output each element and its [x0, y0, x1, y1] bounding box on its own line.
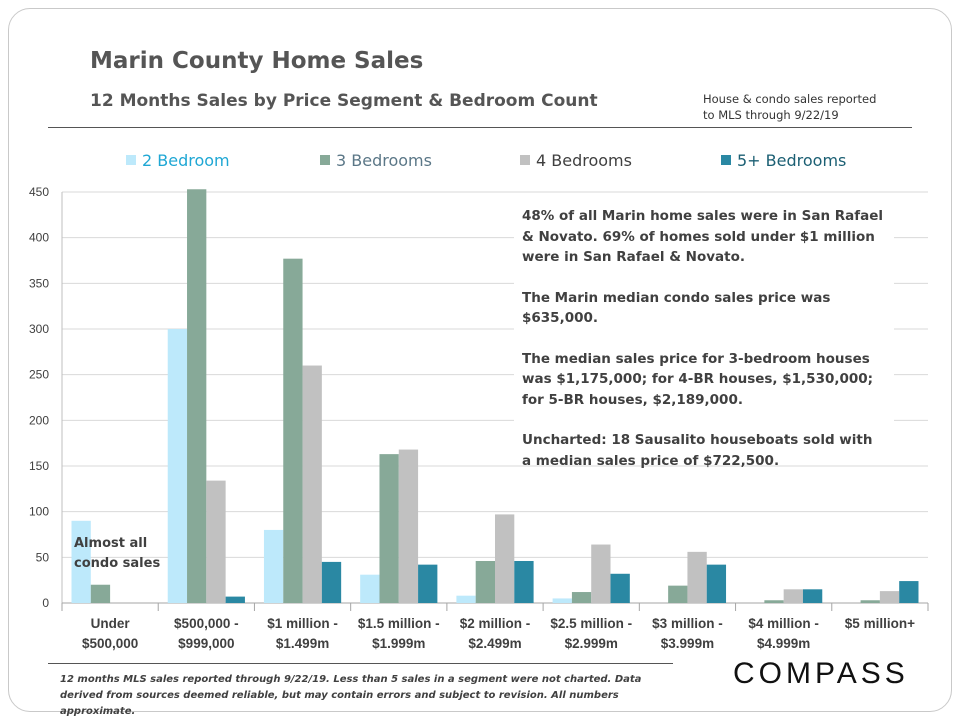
report-note-line2: to MLS through 9/22/19 — [703, 108, 839, 122]
legend-swatch-2-bedroom — [126, 155, 136, 165]
insight-sales-share: 48% of all Marin home sales were in San … — [522, 208, 884, 265]
insight-house-medians: The median sales price for 3-bedroom hou… — [522, 350, 874, 408]
x-tick-label: $4 million - — [748, 616, 819, 631]
bar — [206, 480, 226, 603]
bar — [668, 585, 688, 603]
y-tick-label: 250 — [29, 368, 49, 382]
chart-subtitle: 12 Months Sales by Price Segment & Bedro… — [90, 91, 598, 111]
chart-legend: 2 Bedroom 3 Bedrooms 4 Bedrooms 5+ Bedro… — [0, 148, 960, 172]
y-tick-label: 300 — [29, 322, 49, 336]
x-tick-label: Under — [91, 616, 131, 631]
legend-label-2-bedroom: 2 Bedroom — [142, 150, 230, 170]
legend-swatch-5-bedrooms — [721, 155, 731, 165]
x-tick-label: $1.999m — [372, 636, 425, 651]
insight-box: 48% of all Marin home sales were in San … — [514, 200, 894, 469]
x-tick-label: $5 million+ — [845, 616, 915, 631]
x-tick-label: $500,000 - — [174, 616, 239, 631]
x-tick-label: $1 million - — [267, 616, 338, 631]
bar — [610, 573, 630, 603]
bar — [899, 581, 919, 603]
footer-divider — [48, 663, 673, 664]
x-tick-label: $2.999m — [565, 636, 618, 651]
footnote: 12 months MLS sales reported through 9/2… — [60, 674, 642, 717]
bar — [263, 529, 284, 603]
header-divider — [48, 127, 912, 128]
bar — [764, 600, 784, 603]
x-tick-label: $999,000 — [178, 636, 234, 651]
insight-houseboats: Uncharted: 18 Sausalito houseboats sold … — [522, 432, 873, 469]
slide-frame — [8, 8, 952, 712]
x-tick-label: $3 million - — [652, 616, 723, 631]
bar — [418, 564, 438, 603]
legend-item-3-bedrooms: 3 Bedrooms — [320, 148, 432, 172]
bar — [571, 592, 592, 603]
bar — [167, 329, 188, 603]
x-tick-label: $2.5 million - — [550, 616, 632, 631]
x-tick-label: $2 million - — [460, 616, 531, 631]
report-note: House & condo sales reported to MLS thro… — [703, 91, 876, 123]
y-tick-label: 350 — [29, 276, 49, 290]
bar — [514, 560, 534, 603]
y-tick-label: 400 — [29, 231, 49, 245]
compass-logo: COMPASS — [733, 657, 909, 690]
bar — [360, 574, 380, 603]
y-tick-label: 450 — [29, 185, 49, 199]
bar — [706, 564, 727, 603]
legend-swatch-3-bedrooms — [320, 155, 330, 165]
legend-item-4-bedrooms: 4 Bedrooms — [520, 148, 632, 172]
x-tick-label: $500,000 — [82, 636, 138, 651]
bar — [187, 189, 207, 603]
bar — [398, 449, 419, 603]
bar — [379, 454, 399, 603]
y-tick-label: 0 — [42, 596, 49, 610]
bar — [783, 589, 803, 603]
y-tick-label: 50 — [36, 550, 50, 564]
bar — [495, 514, 515, 603]
legend-item-5-bedrooms: 5+ Bedrooms — [721, 148, 846, 172]
condo-annotation: Almost all condo sales — [74, 536, 161, 571]
legend-label-5-bedrooms: 5+ Bedrooms — [737, 150, 847, 170]
insight-condo-median: The Marin median condo sales price was $… — [522, 289, 831, 327]
bar — [552, 598, 572, 603]
bar — [802, 589, 823, 603]
y-tick-label: 200 — [29, 413, 49, 427]
bar — [225, 596, 245, 603]
bar — [475, 560, 495, 603]
bar — [283, 258, 303, 603]
x-tick-label: $3.999m — [661, 636, 714, 651]
legend-swatch-4-bedrooms — [520, 155, 530, 165]
legend-label-4-bedrooms: 4 Bedrooms — [536, 150, 632, 170]
x-tick-label: $1.499m — [276, 636, 329, 651]
bar — [90, 584, 111, 603]
report-note-line1: House & condo sales reported — [703, 92, 877, 106]
bar — [687, 551, 707, 603]
bar — [71, 520, 91, 603]
bar — [860, 600, 880, 603]
x-tick-label: $1.5 million - — [358, 616, 440, 631]
bar — [321, 561, 342, 603]
x-tick-label: $2.499m — [468, 636, 521, 651]
bar — [591, 544, 611, 603]
y-tick-label: 100 — [29, 505, 49, 519]
x-tick-label: $4.999m — [757, 636, 810, 651]
bar — [879, 591, 900, 603]
legend-item-2-bedroom: 2 Bedroom — [126, 148, 230, 172]
legend-label-3-bedrooms: 3 Bedrooms — [336, 150, 432, 170]
bar — [456, 595, 476, 603]
bar — [302, 365, 322, 603]
page-title: Marin County Home Sales — [90, 48, 424, 74]
y-tick-label: 150 — [29, 459, 49, 473]
